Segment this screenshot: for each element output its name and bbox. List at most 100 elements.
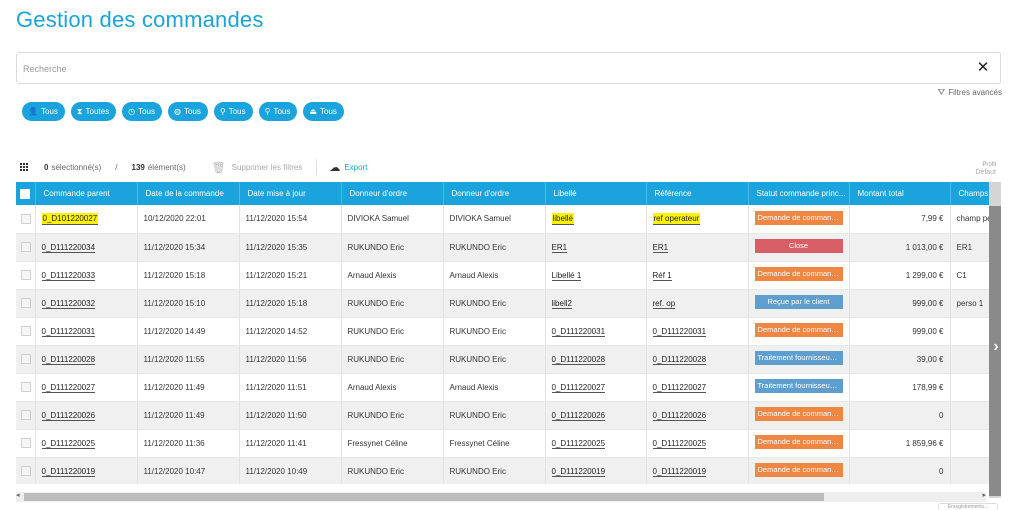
libelle-link[interactable]: 0_D111220027 [551, 382, 606, 393]
row-checkbox[interactable] [21, 466, 31, 476]
reference-link[interactable]: 0_D111220025 [652, 438, 707, 449]
grid-icon[interactable] [20, 162, 29, 172]
table-row[interactable]: 0_D111220028 11/12/2020 11:55 11/12/2020 1… [16, 345, 1001, 374]
table-row[interactable]: 0_D101220027 10/12/2020 22:01 11/12/2020 1… [16, 205, 1001, 234]
clear-filters-button[interactable]: 🗑 Supprimer les filtres [212, 161, 303, 174]
status-badge[interactable]: Reçue par le client [754, 295, 843, 309]
table-row[interactable]: 0_D111220019 11/12/2020 10:47 11/12/2020 1… [16, 457, 1001, 484]
column-header[interactable]: Montant total [849, 182, 951, 205]
column-header[interactable]: Statut commande princ... [748, 182, 850, 205]
libelle-link[interactable]: libell2 [551, 298, 572, 309]
horizontal-scrollbar[interactable]: ◂ ▸ [16, 492, 986, 502]
reference-link[interactable]: ref. op [652, 298, 676, 309]
table-row[interactable]: 0_D111220034 11/12/2020 15:34 11/12/2020 1… [16, 233, 1001, 262]
advanced-filters-link[interactable]: ⛛ Filtres avancés [938, 87, 1002, 98]
column-header[interactable]: Donneur d'ordre [341, 182, 444, 205]
column-header[interactable]: Référence [646, 182, 749, 205]
save-button[interactable]: Enregistrements... [938, 503, 998, 510]
filter-pill-5[interactable]: ⚲ Tous [258, 102, 298, 121]
order-link[interactable]: 0_D111220025 [41, 438, 96, 449]
status-badge[interactable]: Demande de command... [754, 407, 843, 421]
column-header[interactable]: Champs perso [950, 182, 1001, 205]
reference-link[interactable]: 0_D111220026 [652, 410, 707, 421]
cell-donneur2: RUKUNDO Eric [443, 345, 546, 374]
filter-pill-6[interactable]: ⏏ Tous [303, 102, 344, 121]
status-badge[interactable]: Demande de command... [754, 435, 843, 449]
row-checkbox[interactable] [21, 213, 31, 224]
select-all-checkbox[interactable] [20, 188, 30, 199]
table-row[interactable]: 0_D111220026 11/12/2020 11:49 11/12/2020 1… [16, 401, 1001, 430]
order-link[interactable]: 0_D111220028 [41, 354, 96, 365]
table-row[interactable]: 0_D111220025 11/12/2020 11:36 11/12/2020 1… [16, 429, 1001, 458]
column-header[interactable]: Libellé [545, 182, 647, 205]
table-row[interactable]: 0_D111220032 11/12/2020 15:10 11/12/2020 1… [16, 289, 1001, 318]
libelle-link[interactable]: Libellé 1 [551, 270, 582, 281]
scroll-right-icon[interactable]: ▸ [982, 492, 986, 499]
libelle-link[interactable]: libellé [551, 213, 574, 226]
filter-pill-0[interactable]: 👤 Tous [22, 102, 65, 121]
table-row[interactable]: 0_D111220033 11/12/2020 15:18 11/12/2020 1… [16, 261, 1001, 290]
reference-link[interactable]: 0_D111220027 [652, 382, 707, 393]
cell-reference: ER1 [646, 233, 749, 262]
row-checkbox[interactable] [21, 326, 31, 336]
export-button[interactable]: ☁ Export [329, 161, 367, 174]
chevron-right-icon[interactable]: › [993, 338, 999, 355]
filter-pill-2[interactable]: ◷ Tous [122, 102, 162, 121]
libelle-link[interactable]: 0_D111220031 [551, 326, 606, 337]
row-checkbox[interactable] [21, 410, 31, 420]
libelle-link[interactable]: 0_D111220028 [551, 354, 606, 365]
row-checkbox[interactable] [21, 298, 31, 308]
status-badge[interactable]: Demande de command... [754, 210, 843, 225]
row-checkbox[interactable] [21, 354, 31, 364]
filter-pill-3[interactable]: ◍ Tous [167, 102, 208, 121]
table-row[interactable]: 0_D111220031 11/12/2020 14:49 11/12/2020 1… [16, 317, 1001, 346]
order-link[interactable]: 0_D111220026 [41, 410, 96, 421]
cell-reference: 0_D111220019 [646, 457, 749, 484]
libelle-link[interactable]: ER1 [551, 242, 568, 253]
row-checkbox[interactable] [21, 270, 31, 280]
column-header[interactable]: Date de la commande [137, 182, 240, 205]
column-header[interactable]: Date mise à jour [239, 182, 342, 205]
filter-pill-label: Tous [138, 107, 155, 116]
user-download-icon: ⏏ [309, 107, 317, 116]
status-badge[interactable]: Traitement fournisseur ... [754, 351, 843, 365]
reference-link[interactable]: ref operateur [652, 213, 701, 226]
scroll-left-icon[interactable]: ◂ [16, 492, 20, 499]
vertical-scrollbar[interactable] [989, 182, 1001, 498]
row-checkbox[interactable] [21, 242, 31, 252]
status-badge[interactable]: Demande de command... [754, 323, 843, 337]
column-header[interactable]: Commande parent [35, 182, 138, 205]
libelle-link[interactable]: 0_D111220019 [551, 466, 606, 477]
reference-link[interactable]: 0_D111220031 [652, 326, 707, 337]
horizontal-scroll-thumb[interactable] [24, 493, 824, 501]
table-row[interactable]: 0_D111220027 11/12/2020 11:49 11/12/2020 1… [16, 373, 1001, 402]
column-header[interactable]: Donneur d'ordre [443, 182, 546, 205]
libelle-link[interactable]: 0_D111220026 [551, 410, 606, 421]
status-badge[interactable]: Traitement fournisseur ... [754, 379, 843, 393]
close-icon[interactable]: ✕ [976, 59, 990, 76]
status-badge[interactable]: Demande de command... [754, 267, 843, 281]
order-link[interactable]: 0_D101220027 [41, 213, 99, 226]
order-link[interactable]: 0_D111220019 [41, 466, 96, 477]
search-input[interactable] [23, 59, 963, 79]
filter-pill-4[interactable]: ⚲ Tous [213, 102, 253, 121]
order-link[interactable]: 0_D111220033 [41, 270, 96, 281]
status-badge[interactable]: Close [754, 239, 843, 253]
libelle-link[interactable]: 0_D111220025 [551, 438, 606, 449]
reference-link[interactable]: 0_D111220019 [652, 466, 707, 477]
filter-pill-1[interactable]: ⧗ Toutes [70, 102, 117, 121]
reference-link[interactable]: ER1 [652, 242, 669, 253]
cell-donneur1: RUKUNDO Eric [341, 345, 444, 374]
order-link[interactable]: 0_D111220032 [41, 298, 96, 309]
reference-link[interactable]: 0_D111220028 [652, 354, 707, 365]
order-link[interactable]: 0_D111220031 [41, 326, 96, 337]
row-checkbox[interactable] [21, 438, 31, 448]
reference-link[interactable]: Réf 1 [652, 270, 672, 281]
order-link[interactable]: 0_D111220027 [41, 382, 96, 393]
order-link[interactable]: 0_D111220034 [41, 242, 96, 253]
cell-date_cmd: 11/12/2020 11:55 [137, 345, 240, 374]
row-checkbox[interactable] [21, 382, 31, 392]
profile-selector[interactable]: Profil Défaut [975, 161, 996, 177]
status-badge[interactable]: Demande de command... [754, 463, 843, 477]
vertical-scroll-thumb[interactable] [989, 206, 1001, 496]
